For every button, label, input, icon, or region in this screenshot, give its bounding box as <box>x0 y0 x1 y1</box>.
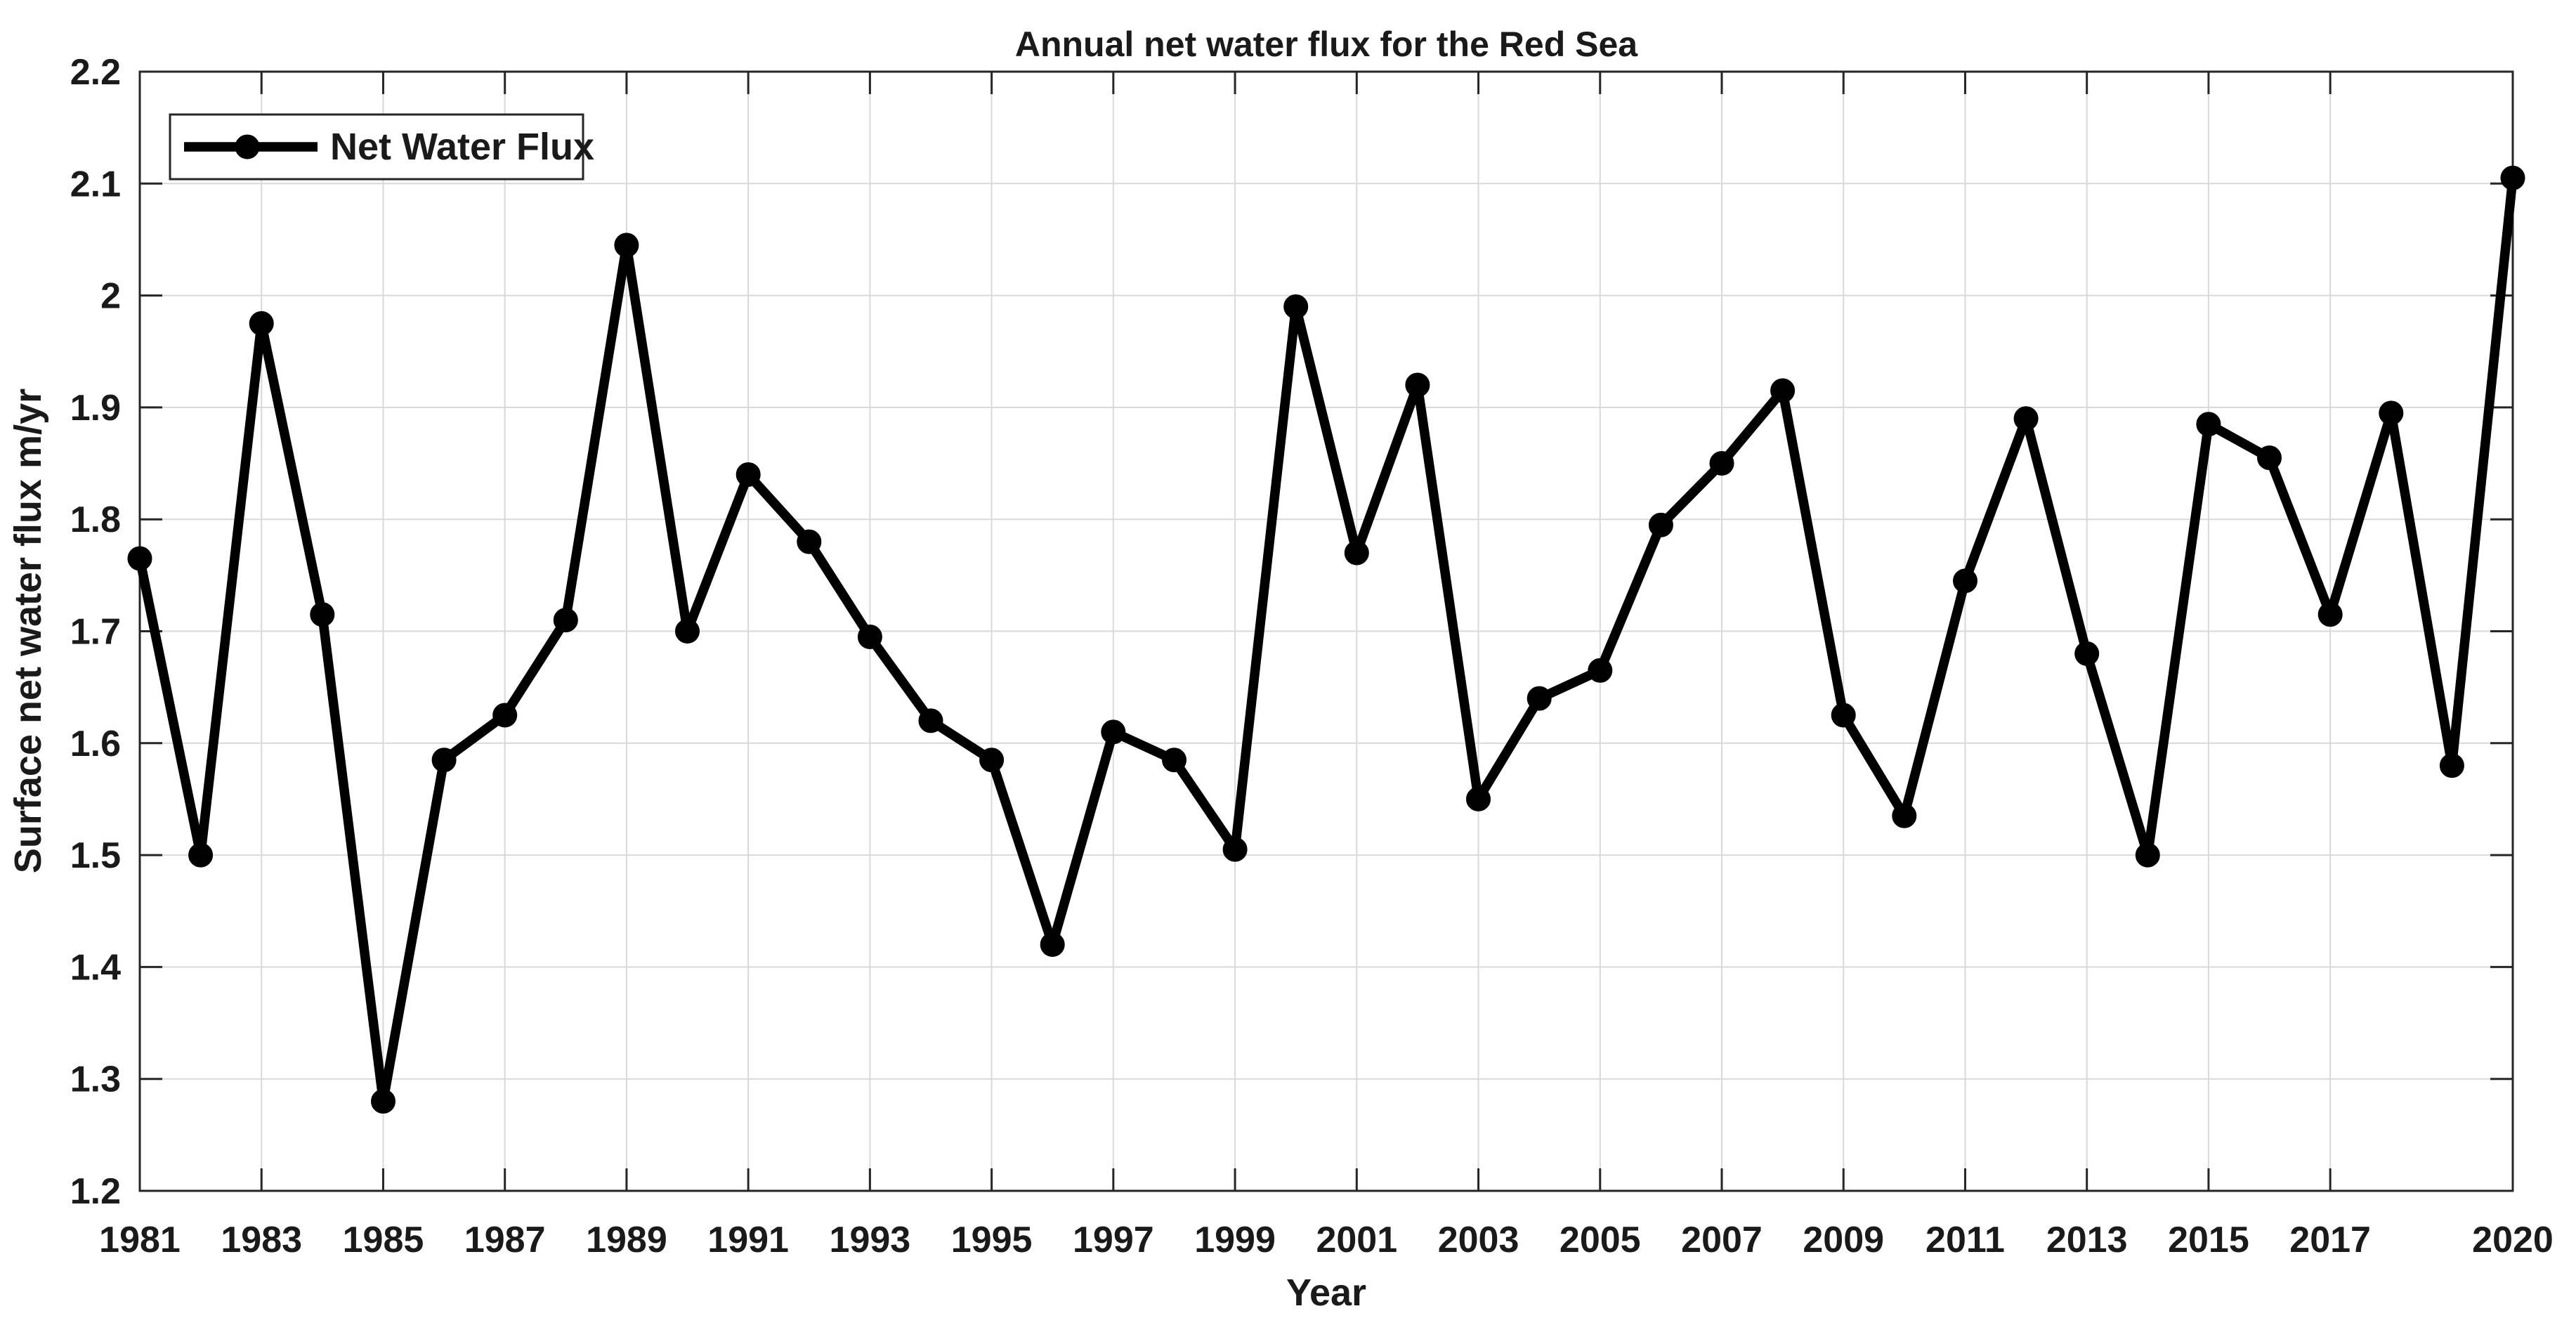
data-point-1981 <box>127 546 152 571</box>
x-tick-label-1985: 1985 <box>343 1220 424 1260</box>
y-tick-label-1.9: 1.9 <box>70 388 121 429</box>
x-tick-label-1989: 1989 <box>586 1220 667 1260</box>
y-tick-label-2.2: 2.2 <box>70 52 121 93</box>
data-point-1989 <box>614 233 639 258</box>
data-point-1984 <box>310 602 335 627</box>
x-tick-label-1995: 1995 <box>951 1220 1033 1260</box>
data-point-1990 <box>675 619 700 644</box>
data-point-1995 <box>979 748 1005 773</box>
chart-title: Annual net water flux for the Red Sea <box>1015 25 1638 64</box>
data-point-2007 <box>1709 451 1734 476</box>
data-point-1983 <box>249 311 274 336</box>
x-tick-label-2011: 2011 <box>1926 1220 2005 1260</box>
data-point-1998 <box>1162 748 1186 773</box>
data-point-2016 <box>2257 445 2282 471</box>
x-tick-label-2015: 2015 <box>2168 1220 2249 1260</box>
data-point-2020 <box>2500 165 2525 190</box>
data-point-1992 <box>797 529 822 554</box>
y-axis-tick-labels: 1.2 1.3 1.4 1.5 1.6 1.7 1.8 1.9 2 2.1 2.2 <box>70 52 121 1212</box>
legend-entry-label: Net Water Flux <box>330 126 594 168</box>
data-point-2014 <box>2135 842 2160 868</box>
y-tick-label-2.1: 2.1 <box>70 164 121 204</box>
legend-marker-icon <box>235 134 260 159</box>
y-tick-label-1.5: 1.5 <box>70 835 121 876</box>
data-point-1988 <box>553 608 578 633</box>
x-axis-tick-labels: 1981 1983 1985 1987 1989 1991 1993 1995 1997 1999… <box>99 1220 2554 1260</box>
tick-marks <box>138 70 2514 1192</box>
x-tick-label-2013: 2013 <box>2046 1220 2128 1260</box>
y-tick-label-1.2: 1.2 <box>70 1171 121 1212</box>
data-point-1997 <box>1101 719 1126 745</box>
data-point-2011 <box>1953 568 1977 594</box>
x-tick-label-2001: 2001 <box>1316 1220 1397 1260</box>
data-point-1987 <box>492 703 518 728</box>
data-point-2010 <box>1892 803 1917 828</box>
data-point-2008 <box>1770 378 1796 403</box>
data-point-2004 <box>1526 686 1552 711</box>
data-point-2006 <box>1648 512 1673 537</box>
y-tick-label-1.3: 1.3 <box>70 1059 121 1100</box>
data-point-2003 <box>1466 786 1491 811</box>
x-tick-label-1987: 1987 <box>464 1220 546 1260</box>
x-tick-label-2005: 2005 <box>1560 1220 1641 1260</box>
x-tick-label-1997: 1997 <box>1073 1220 1154 1260</box>
data-point-2012 <box>2013 406 2039 431</box>
data-point-2005 <box>1588 658 1613 683</box>
legend: Net Water Flux <box>169 113 594 181</box>
data-point-1999 <box>1222 837 1248 862</box>
data-point-1982 <box>188 842 214 868</box>
y-tick-label-1.4: 1.4 <box>70 947 121 988</box>
y-tick-label-1.6: 1.6 <box>70 724 121 764</box>
x-tick-label-2007: 2007 <box>1681 1220 1763 1260</box>
data-point-2009 <box>1831 703 1856 728</box>
data-point-2018 <box>2379 400 2404 426</box>
x-axis-label: Year <box>1286 1272 1366 1314</box>
data-point-2017 <box>2317 602 2343 627</box>
data-point-2013 <box>2074 641 2100 666</box>
x-tick-label-1999: 1999 <box>1194 1220 1276 1260</box>
x-tick-label-1991: 1991 <box>707 1220 789 1260</box>
y-tick-label-1.8: 1.8 <box>70 500 121 540</box>
data-point-1996 <box>1040 932 1065 957</box>
x-tick-label-2020: 2020 <box>2472 1220 2554 1260</box>
data-point-1985 <box>371 1089 395 1114</box>
data-point-2019 <box>2439 753 2464 778</box>
y-axis-label: Surface net water flux m/yr <box>7 389 49 873</box>
data-point-2015 <box>2196 412 2221 437</box>
data-point-1986 <box>431 748 457 773</box>
data-point-1994 <box>918 708 943 733</box>
data-point-2001 <box>1344 540 1369 566</box>
data-series-net-water-flux <box>127 165 2525 1114</box>
x-tick-label-2017: 2017 <box>2289 1220 2371 1260</box>
data-point-1993 <box>857 625 882 649</box>
y-tick-label-1.7: 1.7 <box>70 612 121 653</box>
grid-layer <box>139 71 2513 1192</box>
data-point-2000 <box>1283 294 1309 319</box>
y-tick-label-2: 2 <box>100 276 121 317</box>
x-tick-label-1993: 1993 <box>830 1220 911 1260</box>
net-water-flux-line <box>135 173 2518 1107</box>
x-tick-label-1983: 1983 <box>221 1220 302 1260</box>
x-tick-label-2009: 2009 <box>1803 1220 1884 1260</box>
data-point-2002 <box>1405 372 1430 398</box>
data-point-1991 <box>735 462 761 487</box>
x-tick-label-1981: 1981 <box>99 1220 181 1260</box>
x-tick-label-2003: 2003 <box>1438 1220 1519 1260</box>
